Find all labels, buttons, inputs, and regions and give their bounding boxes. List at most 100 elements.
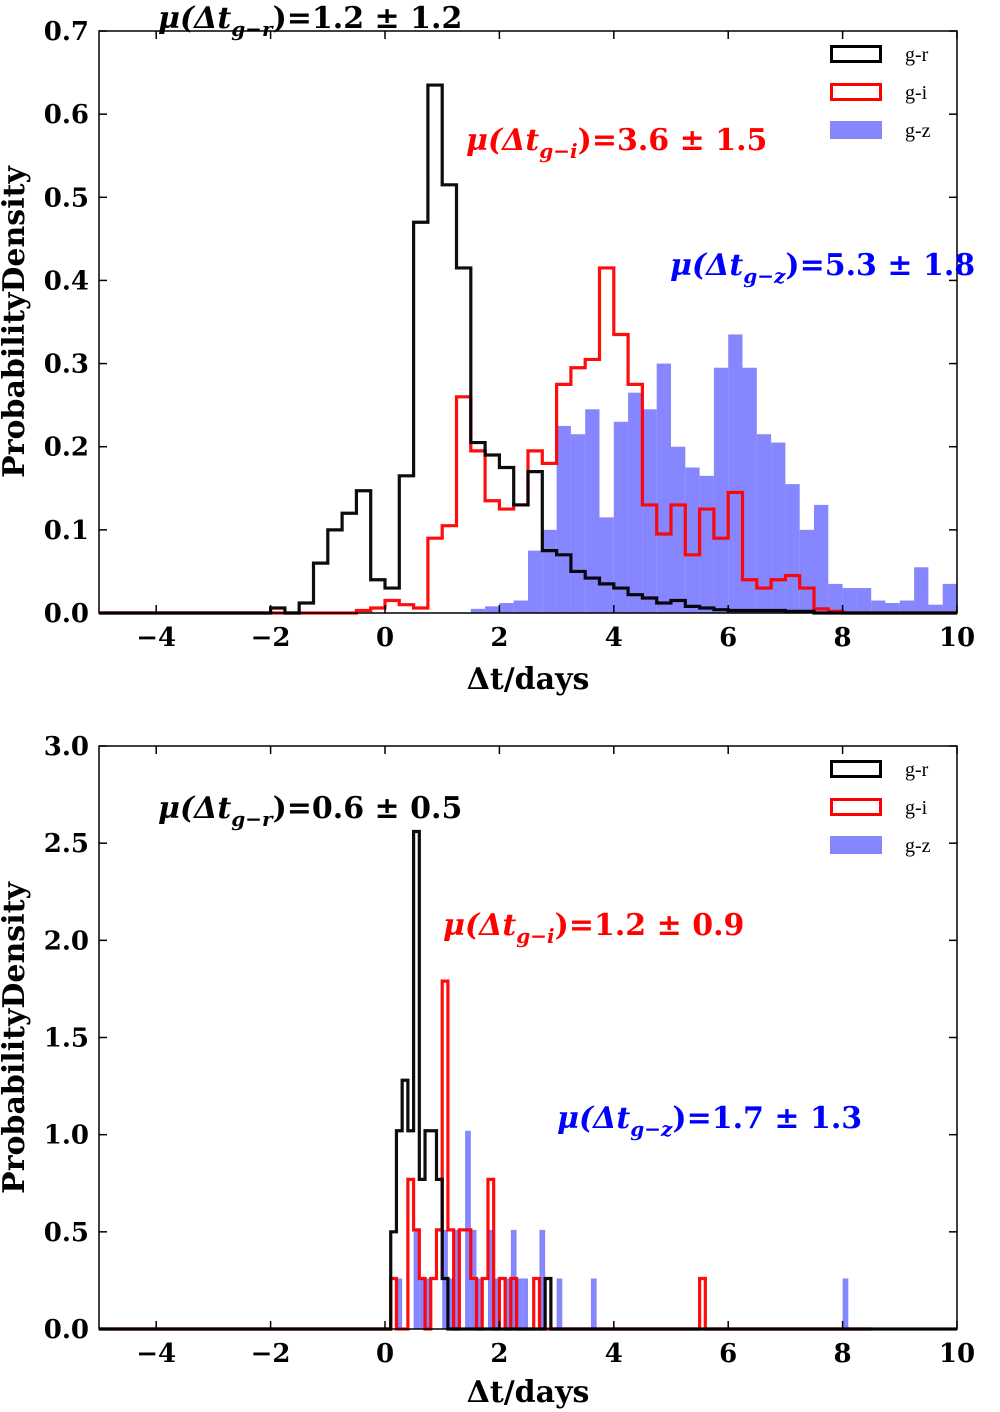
bar-g-z <box>447 1278 454 1329</box>
x-tick-label: 4 <box>605 623 623 653</box>
annotation-prefix: μ(Δt <box>466 123 539 158</box>
x-tick-label: −2 <box>251 623 291 653</box>
annotation-prefix: μ(Δt <box>158 791 231 826</box>
x-tick-label: 8 <box>834 623 852 653</box>
bar-g-z <box>799 529 814 613</box>
legend-label-g-i: g-i <box>905 82 928 104</box>
bar-g-z <box>642 409 657 613</box>
x-axis-label: Δt/days <box>467 662 590 697</box>
annotation-suffix: )=3.6 ± 1.5 <box>578 123 768 158</box>
legend-label-g-i: g-i <box>905 797 928 819</box>
bar-g-z <box>671 446 686 613</box>
y-tick-label: 3.0 <box>44 732 89 762</box>
bar-g-z <box>713 367 729 613</box>
step-line-g-i <box>99 266 957 615</box>
bar-g-z <box>396 1278 403 1329</box>
bar-g-z <box>899 600 915 613</box>
annotation-prefix: μ(Δt <box>158 1 231 36</box>
y-tick-label: 0.5 <box>44 1218 89 1248</box>
annotation-subscript: g−z <box>743 264 786 288</box>
legend-label-g-r: g-r <box>905 759 929 781</box>
bar-g-z <box>539 1229 546 1329</box>
x-tick-label: 0 <box>376 1339 394 1369</box>
annotation-g-z: μ(Δtg−z)=1.7 ± 1.3 <box>557 1101 862 1141</box>
plot-frame <box>98 30 958 614</box>
bar-g-z <box>856 588 872 613</box>
x-axis-label: Δt/days <box>467 1375 590 1410</box>
bar-g-z <box>499 603 514 613</box>
bar-g-z <box>485 606 500 613</box>
bar-g-z <box>942 583 957 613</box>
bar-g-z <box>928 604 943 613</box>
y-tick-label: 0.4 <box>44 266 89 296</box>
bar-g-z <box>522 1278 528 1329</box>
bar-g-z <box>685 467 700 613</box>
annotation-suffix: )=0.6 ± 0.5 <box>273 791 463 826</box>
bar-g-z <box>814 504 829 613</box>
bar-g-z <box>771 442 786 613</box>
annotation-suffix: )=5.3 ± 1.8 <box>785 248 975 283</box>
bar-g-z <box>590 1278 597 1329</box>
bar-g-z <box>570 434 586 613</box>
y-tick-label: 0.2 <box>44 433 89 463</box>
bar-g-z <box>728 334 743 613</box>
y-axis-label: ProbabilityDensity <box>0 881 32 1194</box>
y-tick-label: 1.5 <box>44 1024 89 1054</box>
annotation-subscript: g−r <box>231 17 274 41</box>
bottom-histogram-panel: −4 −2 0 2 4 6 8 10 0.0 0.5 1.0 1.5 2.0 2.5 3.0 Δt/days… <box>0 732 975 1410</box>
bar-g-z <box>656 363 671 613</box>
bar-g-z <box>516 1278 523 1329</box>
y-tick-label: 2.5 <box>44 829 89 859</box>
bar-g-z <box>470 608 486 613</box>
annotation-subscript: g−r <box>231 807 274 831</box>
x-tick-label: 10 <box>939 1339 975 1369</box>
bar-g-z <box>487 1229 494 1329</box>
x-tick-label: 2 <box>490 1339 508 1369</box>
bar-g-z <box>871 600 886 613</box>
x-tick-label: 0 <box>376 623 394 653</box>
bar-g-z <box>476 1278 483 1329</box>
bar-g-z <box>628 392 643 613</box>
bar-g-z <box>599 517 614 613</box>
y-tick-label: 0.5 <box>44 183 89 213</box>
bar-g-z <box>413 1229 420 1329</box>
bar-g-z <box>556 1278 563 1329</box>
x-tick-label: 10 <box>939 623 975 653</box>
annotation-subscript: g−i <box>539 139 577 163</box>
x-tick-label: 4 <box>605 1339 623 1369</box>
bar-g-z <box>419 1278 426 1329</box>
legend-swatch-g-z <box>830 836 882 854</box>
annotation-g-i: μ(Δtg−i)=3.6 ± 1.5 <box>466 123 767 163</box>
x-tick-label: 8 <box>834 1339 852 1369</box>
bar-g-z <box>585 409 600 613</box>
step-line-g-r <box>99 829 957 1331</box>
bar-g-z <box>842 1278 849 1329</box>
annotation-prefix: μ(Δt <box>670 248 743 283</box>
x-tick-label: −2 <box>251 1339 291 1369</box>
annotation-g-r: μ(Δtg−r)=0.6 ± 0.5 <box>158 791 462 831</box>
step-line-g-i <box>99 979 872 1331</box>
annotation-prefix: μ(Δt <box>443 908 516 943</box>
bar-g-z <box>542 529 557 613</box>
y-tick-label: 2.0 <box>44 926 89 956</box>
plot-frame <box>98 745 958 1330</box>
y-tick-label: 0.6 <box>44 100 89 130</box>
bar-g-z <box>785 484 800 613</box>
legend-label-g-z: g-z <box>905 835 931 857</box>
step-line-g-r <box>99 83 957 615</box>
bar-g-z <box>453 1229 460 1329</box>
legend-swatch-g-i <box>830 798 882 816</box>
bar-g-z <box>756 434 772 613</box>
x-tick-label: 6 <box>719 1339 737 1369</box>
legend-swatch-g-z <box>830 121 882 139</box>
x-tick-label: −4 <box>136 623 176 653</box>
bar-g-z <box>493 1278 500 1329</box>
y-tick-label: 0.0 <box>44 1315 89 1345</box>
bar-g-z <box>742 367 757 613</box>
annotation-suffix: )=1.7 ± 1.3 <box>672 1101 862 1136</box>
bar-g-z <box>842 588 857 613</box>
bar-g-z <box>885 603 900 613</box>
annotation-prefix: μ(Δt <box>557 1101 630 1136</box>
y-tick-label: 0.3 <box>44 350 89 380</box>
